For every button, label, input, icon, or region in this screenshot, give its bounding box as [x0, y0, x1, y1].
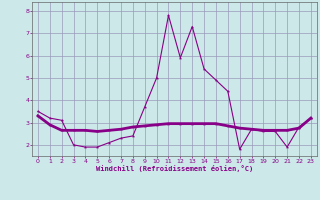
- X-axis label: Windchill (Refroidissement éolien,°C): Windchill (Refroidissement éolien,°C): [96, 165, 253, 172]
